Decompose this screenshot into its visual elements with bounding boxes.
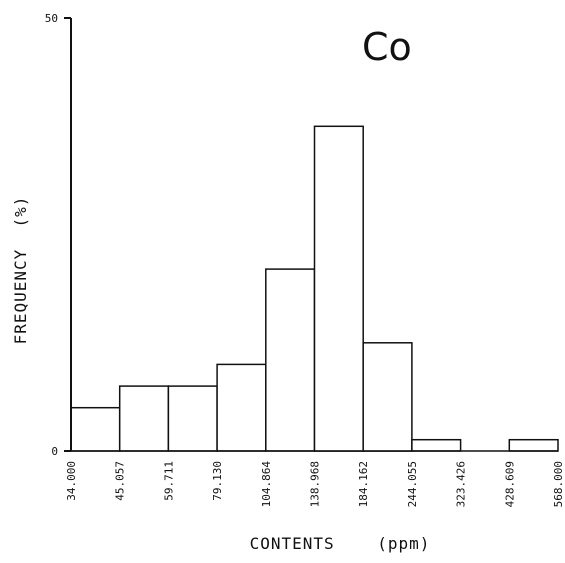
histogram-bar-0 xyxy=(70,406,121,452)
x-tick-label-2: 59.711 xyxy=(162,461,175,501)
y-axis-label: FREQUENCY (%) xyxy=(11,196,30,345)
histogram-bar-5 xyxy=(313,125,364,452)
histogram-bar-9 xyxy=(508,438,559,452)
histogram-bar-2 xyxy=(167,385,218,452)
y-tick-label-max: 50 xyxy=(45,12,58,25)
x-tick-label-1: 45.057 xyxy=(114,461,127,501)
histogram-bar-1 xyxy=(118,385,170,452)
x-tick-label-10: 568.000 xyxy=(552,461,565,507)
chart-title: Co xyxy=(362,25,412,69)
histogram-bar-6 xyxy=(362,342,413,452)
x-tick-label-5: 138.968 xyxy=(309,461,322,507)
x-tick-label-6: 184.162 xyxy=(357,461,370,507)
x-tick-label-3: 79.130 xyxy=(211,461,224,501)
x-tick-label-7: 244.055 xyxy=(406,461,419,507)
x-axis-label: CONTENTS (ppm) xyxy=(250,534,431,553)
histogram-bar-4 xyxy=(265,268,316,452)
y-tick-label-min: 0 xyxy=(51,445,58,458)
x-tick-label-0: 34.000 xyxy=(65,461,78,501)
x-tick-label-8: 323.426 xyxy=(455,461,468,507)
histogram-bar-3 xyxy=(216,363,267,452)
x-tick-labels: 34.000 45.057 59.711 79.130 104.864 138.968 18… xyxy=(65,461,565,508)
x-tick-label-9: 428.609 xyxy=(503,461,516,507)
x-tick-label-4: 104.864 xyxy=(260,461,273,508)
bars-group xyxy=(70,125,559,452)
histogram-bar-7 xyxy=(411,438,462,452)
